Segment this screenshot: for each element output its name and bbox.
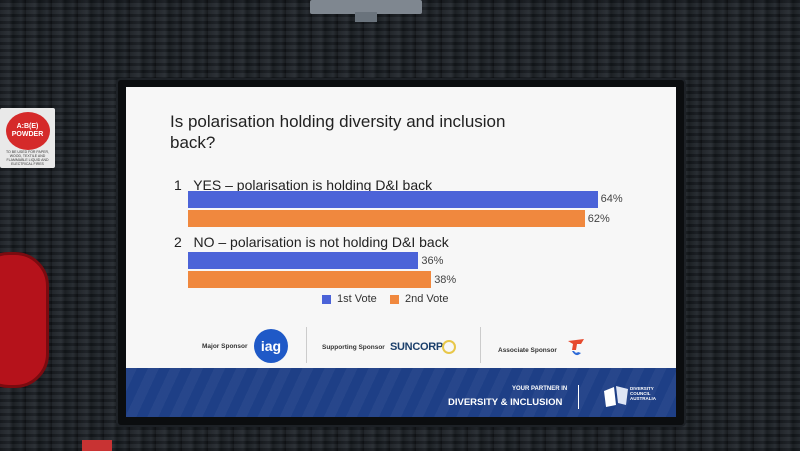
sign-small-text: TO BE USED FOR PAPER, WOOD, TEXTILE AND …	[5, 150, 50, 166]
question-2: 2 NO – polarisation is not holding D&I b…	[174, 234, 449, 250]
dca-logo-icon	[604, 386, 628, 407]
suncorp-ring-icon	[442, 340, 456, 354]
telstra-logo-icon	[568, 339, 584, 356]
major-sponsor-label: Major Sponsor	[202, 343, 248, 350]
legend-2nd-label: 2nd Vote	[405, 293, 449, 305]
footer-divider	[578, 385, 579, 409]
footer-tagline-small: YOUR PARTNER IN	[512, 386, 568, 392]
footer-tagline-big: DIVERSITY & INCLUSION	[448, 397, 563, 408]
sponsor-divider	[480, 327, 481, 363]
dca-logo-text: DIVERSITY COUNCIL AUSTRALIA	[630, 386, 656, 402]
legend-swatch-blue	[322, 294, 331, 304]
footer-banner: YOUR PARTNER IN DIVERSITY & INCLUSION DI…	[126, 368, 676, 417]
bar-yes-1st-vote	[188, 191, 598, 208]
pct-yes-2nd-vote: 62%	[587, 213, 610, 225]
legend-1st-label: 1st Vote	[337, 293, 377, 305]
suncorp-logo: SUNCORP	[390, 341, 443, 353]
iag-logo: iag	[254, 329, 288, 363]
ceiling-pipe	[310, 0, 422, 14]
associate-sponsor-label: Associate Sponsor	[498, 347, 557, 354]
bar-yes-2nd-vote	[188, 210, 585, 227]
bar-no-1st-vote	[188, 252, 419, 269]
bar-no-2nd-vote	[188, 271, 432, 288]
sponsor-divider	[306, 327, 307, 363]
sign-disc: A:B(E) POWDER	[5, 112, 50, 150]
slide-title: Is polarisation holding diversity and in…	[170, 112, 506, 152]
pct-no-1st-vote: 36%	[421, 255, 444, 267]
pct-no-2nd-vote: 38%	[434, 274, 457, 286]
pct-yes-1st-vote: 64%	[600, 193, 623, 205]
question-1-num: 1	[174, 177, 182, 193]
red-tag	[82, 440, 112, 451]
fire-extinguisher-sign: A:B(E) POWDER TO BE USED FOR PAPER, WOOD…	[0, 108, 55, 168]
sign-main: A:B(E)	[16, 123, 39, 131]
question-2-text: NO – polarisation is not holding D&I bac…	[193, 234, 449, 250]
question-1: 1 YES – polarisation is holding D&I back	[174, 177, 432, 193]
legend-swatch-orange	[390, 294, 399, 304]
question-1-text: YES – polarisation is holding D&I back	[193, 177, 433, 193]
supporting-sponsor-label: Supporting Sponsor	[322, 344, 385, 351]
fire-extinguisher	[0, 252, 49, 388]
question-2-num: 2	[174, 234, 182, 250]
pipe-bracket	[355, 12, 377, 22]
tv-monitor: Is polarisation holding diversity and in…	[118, 80, 684, 425]
sign-sub: POWDER	[11, 131, 44, 138]
legend-2nd-vote: 2nd Vote	[390, 293, 448, 305]
legend-1st-vote: 1st Vote	[322, 293, 377, 305]
slide-screen: Is polarisation holding diversity and in…	[126, 87, 676, 417]
